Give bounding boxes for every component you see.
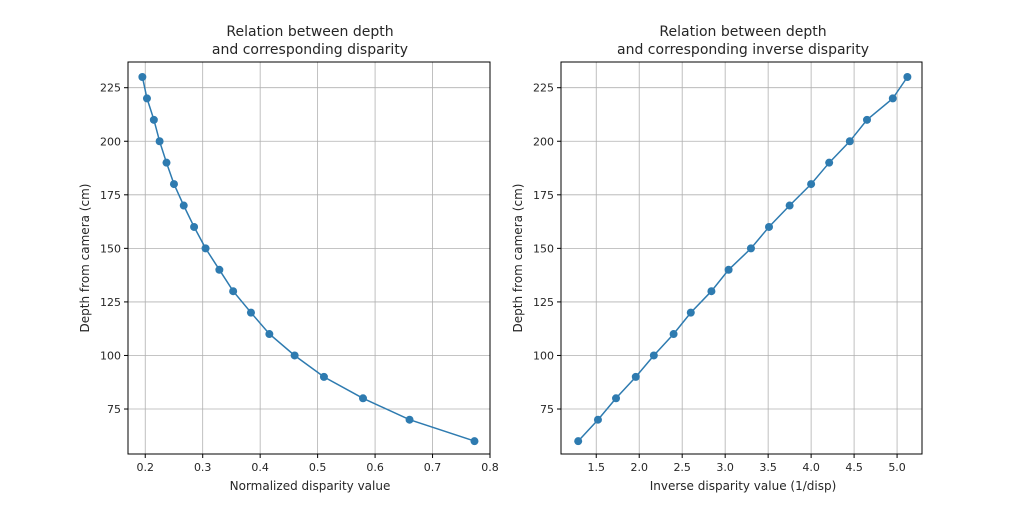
right-chart-plot-frame <box>560 61 923 455</box>
right-chart-x-tick-label-5: 4.0 <box>802 461 820 474</box>
right-chart-data-point-2 <box>612 394 621 403</box>
right-chart-data-point-7 <box>707 287 716 296</box>
right-chart-x-tick-label-3: 3.0 <box>716 461 734 474</box>
left-chart-data-point-11 <box>179 201 188 210</box>
right-chart-data-point-1 <box>593 415 602 424</box>
left-chart-y-tick-label-0: 75 <box>107 403 121 416</box>
right-chart-y-axis-label: Depth from camera (cm) <box>511 184 525 333</box>
left-chart-data-point-2 <box>359 394 368 403</box>
left-chart: Relation between depth and corresponding… <box>78 24 499 493</box>
right-chart-y-tick-label-0: 75 <box>540 403 554 416</box>
left-chart-data-point-4 <box>290 351 299 360</box>
right-chart-title-line-2: and corresponding inverse disparity <box>617 42 869 58</box>
right-chart: Relation between depth and corresponding… <box>511 24 923 493</box>
left-chart-data-point-9 <box>201 244 210 253</box>
right-chart-data-point-15 <box>862 115 871 124</box>
right-chart-x-tick-label-4: 3.5 <box>759 461 777 474</box>
left-chart-data-point-6 <box>246 308 255 317</box>
left-chart-plot-frame <box>127 61 491 455</box>
left-chart-x-tick-label-1: 0.3 <box>194 461 212 474</box>
left-chart-x-tick-label-6: 0.8 <box>481 461 499 474</box>
right-chart-x-tick-label-2: 2.5 <box>673 461 691 474</box>
left-chart-data-point-1 <box>405 415 414 424</box>
left-chart-data-point-13 <box>162 158 171 167</box>
right-chart-data-point-8 <box>724 265 733 274</box>
right-chart-y-tick-label-5: 200 <box>533 135 554 148</box>
left-chart-data-point-16 <box>142 94 151 103</box>
left-chart-y-tick-label-2: 125 <box>100 296 121 309</box>
left-chart-data-point-17 <box>138 72 147 81</box>
right-chart-data-point-9 <box>746 244 755 253</box>
right-chart-series-line-0 <box>577 76 909 442</box>
left-chart-y-tick-label-1: 100 <box>100 349 121 362</box>
left-chart-x-tick-label-3: 0.5 <box>309 461 327 474</box>
right-chart-y-tick-label-3: 150 <box>533 242 554 255</box>
right-chart-x-tick-label-0: 1.5 <box>587 461 605 474</box>
right-chart-data-point-10 <box>765 222 774 231</box>
right-chart-data-point-16 <box>888 94 897 103</box>
left-chart-data-point-15 <box>149 115 158 124</box>
right-chart-data-point-0 <box>574 437 583 446</box>
left-chart-data-point-3 <box>319 372 328 381</box>
right-chart-data-point-11 <box>785 201 794 210</box>
left-chart-data-point-0 <box>470 437 479 446</box>
left-chart-data-point-12 <box>169 180 178 189</box>
left-chart-data-point-10 <box>190 222 199 231</box>
right-chart-y-tick-label-1: 100 <box>533 349 554 362</box>
left-chart-y-tick-label-4: 175 <box>100 189 121 202</box>
left-chart-y-tick-label-5: 200 <box>100 135 121 148</box>
left-chart-x-tick-label-4: 0.6 <box>366 461 384 474</box>
right-chart-y-tick-label-4: 175 <box>533 189 554 202</box>
right-chart-data-point-13 <box>825 158 834 167</box>
right-chart-title-line-1: Relation between depth <box>659 24 826 40</box>
right-chart-x-tick-label-1: 2.0 <box>630 461 648 474</box>
right-chart-data-point-12 <box>807 180 816 189</box>
right-chart-data-point-6 <box>686 308 695 317</box>
left-chart-y-tick-label-3: 150 <box>100 242 121 255</box>
left-chart-x-tick-label-2: 0.4 <box>251 461 269 474</box>
left-chart-data-point-5 <box>265 330 274 339</box>
right-chart-data-point-14 <box>845 137 854 146</box>
right-chart-y-tick-label-2: 125 <box>533 296 554 309</box>
left-chart-x-tick-label-5: 0.7 <box>424 461 442 474</box>
left-chart-data-point-8 <box>215 265 224 274</box>
right-chart-data-point-5 <box>669 330 678 339</box>
right-chart-x-tick-label-7: 5.0 <box>888 461 906 474</box>
right-chart-data-point-3 <box>631 372 640 381</box>
right-chart-x-axis-label: Inverse disparity value (1/disp) <box>650 479 837 493</box>
left-chart-data-point-14 <box>155 137 164 146</box>
left-chart-data-point-7 <box>229 287 238 296</box>
left-chart-title-line-2: and corresponding disparity <box>212 42 408 58</box>
right-chart-y-tick-label-6: 225 <box>533 82 554 95</box>
left-chart-x-tick-label-0: 0.2 <box>136 461 154 474</box>
right-chart-data-point-4 <box>649 351 658 360</box>
right-chart-x-tick-label-6: 4.5 <box>845 461 863 474</box>
left-chart-x-axis-label: Normalized disparity value <box>230 479 391 493</box>
right-chart-data-point-17 <box>903 72 912 81</box>
left-chart-y-tick-label-6: 225 <box>100 82 121 95</box>
left-chart-y-axis-label: Depth from camera (cm) <box>78 184 92 333</box>
left-chart-title-line-1: Relation between depth <box>226 24 393 40</box>
